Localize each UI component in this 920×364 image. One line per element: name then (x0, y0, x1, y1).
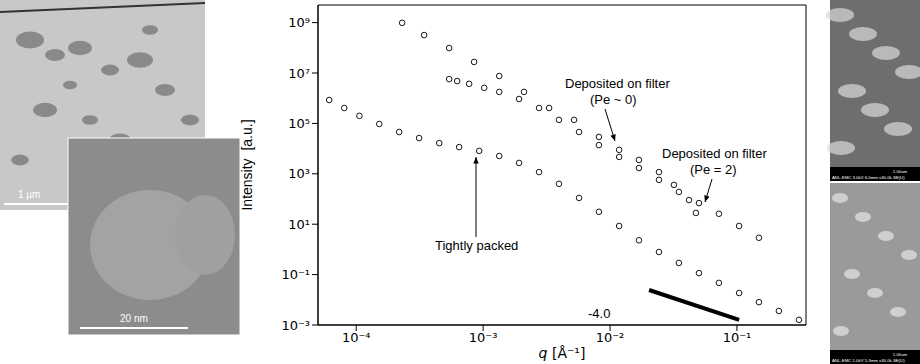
svg-text:10⁻³: 10⁻³ (469, 330, 498, 345)
svg-text:10³: 10³ (288, 166, 310, 181)
svg-text:-4.0: -4.0 (588, 306, 610, 321)
svg-text:10⁻³: 10⁻³ (281, 318, 310, 333)
svg-text:q [Å⁻¹]: q [Å⁻¹] (539, 345, 586, 361)
svg-text:Deposited on filter: Deposited on filter (662, 146, 767, 161)
svg-text:1.00um: 1.00um (893, 352, 908, 357)
svg-text:10⁵: 10⁵ (288, 116, 310, 131)
svg-text:10⁷: 10⁷ (288, 66, 310, 81)
svg-text:1 µm: 1 µm (18, 189, 40, 200)
svg-text:10⁹: 10⁹ (288, 15, 310, 30)
svg-text:10¹: 10¹ (288, 217, 310, 232)
svg-text:(Pe = 2): (Pe = 2) (690, 162, 737, 177)
svg-text:ANL-EMC 3.0kV 6.0mm x30.0k SE(: ANL-EMC 3.0kV 6.0mm x30.0k SE(U) (832, 175, 905, 180)
svg-text:10⁻¹: 10⁻¹ (281, 267, 310, 282)
svg-text:(Pe ~ 0): (Pe ~ 0) (590, 92, 637, 107)
svg-text:10⁻¹: 10⁻¹ (723, 330, 752, 345)
svg-text:Intensity [a.u.]: Intensity [a.u.] (239, 119, 255, 210)
svg-text:10⁻⁴: 10⁻⁴ (342, 330, 371, 345)
svg-text:20 nm: 20 nm (120, 313, 148, 324)
svg-text:Tightly packed: Tightly packed (435, 238, 518, 253)
svg-text:10⁻²: 10⁻² (596, 330, 625, 345)
svg-text:Deposited on filter: Deposited on filter (565, 76, 670, 91)
svg-text:ANL-EMC 1.0kV 5.3mm x30.0k SE(: ANL-EMC 1.0kV 5.3mm x30.0k SE(U) (832, 358, 905, 363)
svg-text:1.00um: 1.00um (893, 169, 908, 174)
